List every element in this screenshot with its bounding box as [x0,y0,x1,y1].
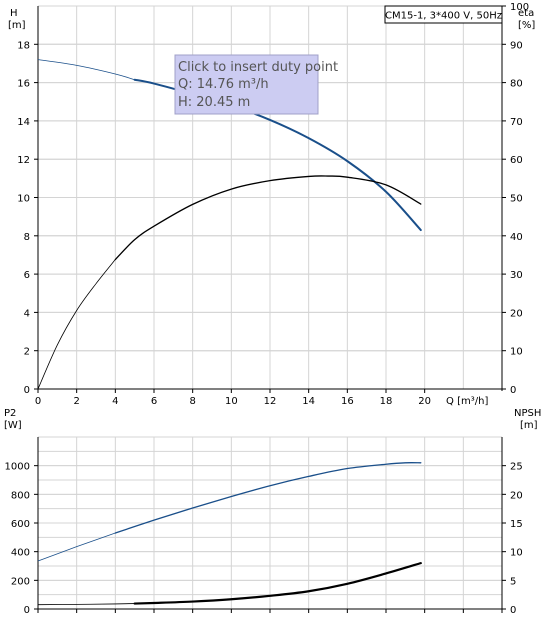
tooltip-line-q: Q: 14.76 m³/h [178,77,269,92]
eta-axis-title: eta [518,8,534,19]
p2-tick-label: 600 [11,519,30,530]
h-tick-label: 6 [24,270,30,281]
x-tick-label: 10 [225,396,238,407]
tooltip-line-insert: Click to insert duty point [178,60,338,75]
npsh-tick-label: 25 [510,462,523,473]
eta-tick-label: 30 [510,270,523,281]
x-tick-label: 18 [380,396,393,407]
npsh-tick-label: 0 [510,605,516,616]
x-tick-label: 12 [264,396,277,407]
p2-tick-label: 800 [11,490,30,501]
x-tick-label: 2 [73,396,79,407]
labels-layer: 0 2 4 6 8 10 12 14 16 18 20 Q [m³/h] 0 2 4 6 8 10 12 14 16 18… [4,2,541,616]
x-tick-label: 0 [35,396,41,407]
npsh-axis-title: NPSH [514,408,541,419]
npsh-tick-label: 10 [510,548,523,559]
model-badge: CM15-1, 3*400 V, 50Hz [384,5,503,24]
axes [34,5,506,613]
power-curve [114,462,422,534]
h-tick-label: 18 [17,40,30,51]
x-tick-label: 8 [189,396,195,407]
eta-tick-label: 100 [510,2,529,13]
p2-tick-label: 0 [24,605,30,616]
x-axis-title: Q [m³/h] [446,396,488,407]
eta-tick-label: 40 [510,232,523,243]
h-tick-label: 14 [17,117,30,128]
p2-axis-title: P2 [4,408,16,419]
h-axis-title: H [10,8,18,19]
h-tick-label: 4 [24,308,30,319]
eta-tick-label: 70 [510,117,523,128]
npsh-axis-unit: [m] [520,420,538,431]
efficiency-curve [114,175,422,261]
p2-tick-label: 400 [11,548,30,559]
h-tick-label: 8 [24,232,30,243]
eta-tick-label: 10 [510,347,523,358]
eta-tick-label: 20 [510,308,523,319]
eta-tick-label: 60 [510,155,523,166]
npsh-curve-thin [37,603,135,606]
efficiency-curve-thin [37,259,116,390]
power-curve-thin [37,532,116,562]
eta-tick-label: 90 [510,40,523,51]
p2-axis-unit: [W] [4,420,22,431]
p2-tick-label: 1000 [5,462,30,473]
h-tick-label: 12 [17,155,30,166]
h-axis-unit: [m] [8,20,26,31]
h-tick-label: 0 [24,385,30,396]
head-curve-thin [37,59,135,81]
eta-tick-label: 0 [510,385,516,396]
npsh-curve [133,562,422,605]
npsh-tick-label: 15 [510,519,523,530]
npsh-tick-label: 5 [510,576,516,587]
duty-point-tooltip[interactable]: Click to insert duty point Q: 14.76 m³/h… [174,54,338,115]
x-tick-label: 14 [302,396,315,407]
x-tick-label: 20 [418,396,431,407]
p2-tick-label: 200 [11,576,30,587]
h-tick-label: 10 [17,194,30,205]
x-tick-label: 6 [151,396,157,407]
bottom-grid [37,436,503,610]
eta-tick-label: 50 [510,194,523,205]
h-tick-label: 16 [17,79,30,90]
eta-axis-unit: [%] [518,20,535,31]
eta-tick-label: 80 [510,79,523,90]
series-layer [37,59,422,606]
h-tick-label: 2 [24,347,30,358]
x-tick-label: 4 [112,396,118,407]
tooltip-line-h: H: 20.45 m [178,95,250,110]
npsh-tick-label: 20 [510,490,523,501]
model-badge-text: CM15-1, 3*400 V, 50Hz [385,11,502,22]
x-tick-label: 16 [341,396,354,407]
